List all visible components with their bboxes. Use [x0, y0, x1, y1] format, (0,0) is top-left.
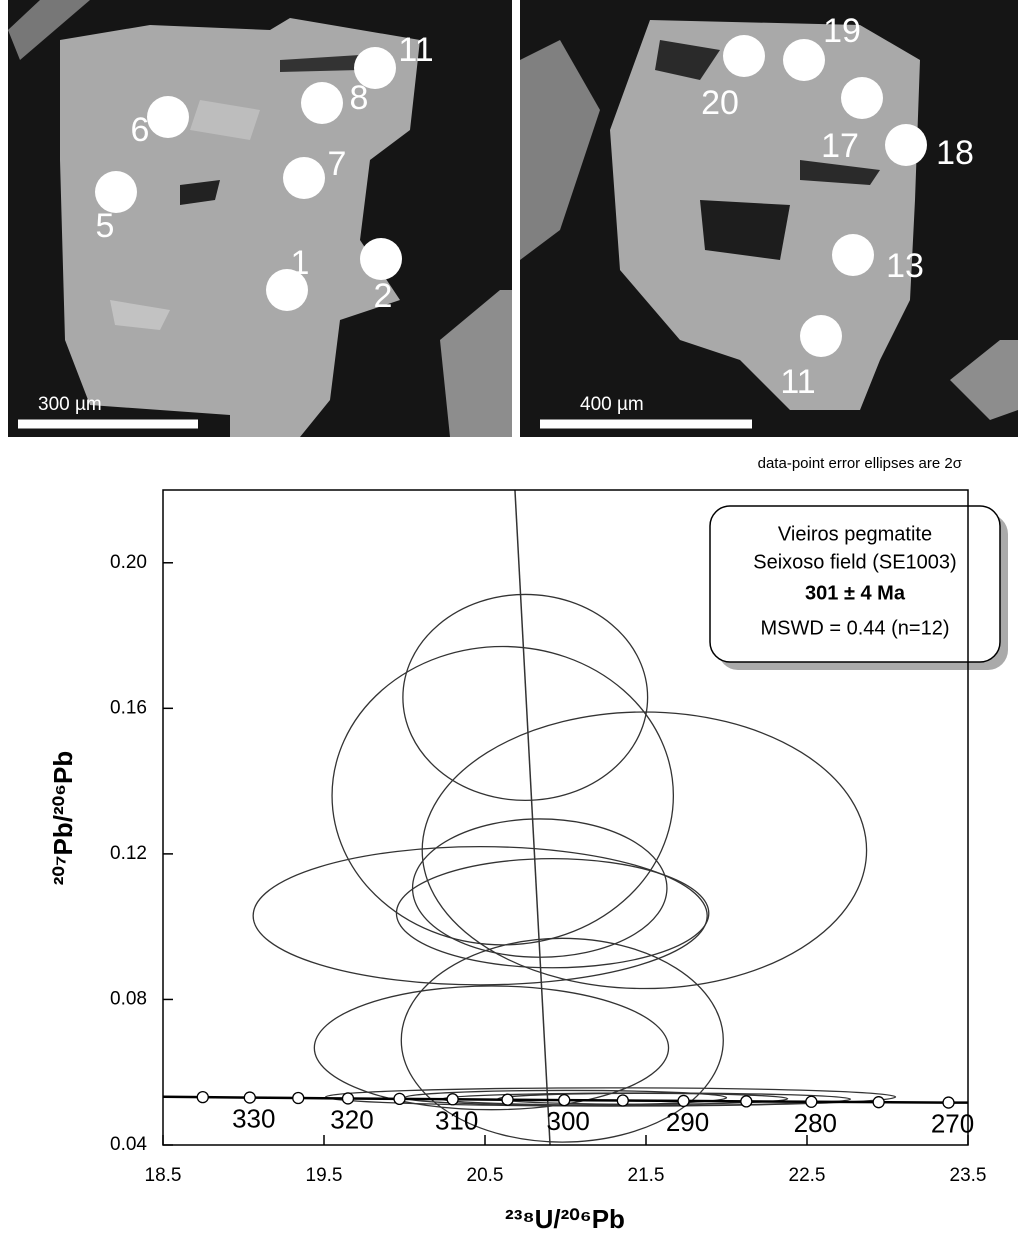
x-tick-label: 22.5 — [789, 1165, 826, 1186]
concordia-marker — [196, 1090, 209, 1104]
scale-bar-label: 400 µm — [580, 394, 644, 415]
age-label: 270 — [931, 1109, 974, 1139]
y-tick-label: 0.08 — [110, 988, 147, 1009]
x-tick-label: 23.5 — [950, 1165, 987, 1186]
error-ellipse — [411, 818, 668, 958]
y-tick-label: 0.16 — [110, 697, 147, 718]
x-tick-label: 18.5 — [145, 1165, 182, 1186]
spot-label: 19 — [823, 12, 861, 50]
age-label: 330 — [232, 1104, 275, 1134]
scale-bar-label: 300 µm — [38, 394, 102, 415]
legend-line: MSWD = 0.44 (n=12) — [761, 617, 950, 639]
concordia-marker — [341, 1092, 355, 1105]
legend-line: Seixoso field (SE1003) — [753, 551, 956, 573]
bse-image-right: 400 µm 20 19 17 18 13 11 — [520, 0, 1018, 437]
concordia-marker — [805, 1095, 818, 1108]
spot-label: 8 — [350, 79, 369, 117]
spot-label: 11 — [780, 363, 815, 401]
concordia-marker — [393, 1092, 406, 1106]
y-axis-label: ²⁰⁷Pb/²⁰⁶Pb — [48, 751, 78, 886]
age-label: 280 — [794, 1108, 837, 1138]
concordia-marker — [616, 1094, 629, 1107]
concordia-curve — [202, 1095, 949, 1104]
concordia-marker — [292, 1091, 305, 1105]
spot-label: 5 — [96, 207, 115, 245]
concordia-marker — [446, 1093, 459, 1106]
error-ellipse — [252, 845, 708, 986]
y-tick-label: 0.12 — [110, 843, 147, 864]
spot-label: 13 — [886, 247, 924, 285]
error-ellipse — [313, 985, 670, 1111]
concordia-marker — [942, 1096, 955, 1109]
age-label: 320 — [330, 1104, 373, 1134]
spot-label: 20 — [701, 84, 739, 122]
error-ellipse — [402, 593, 649, 802]
spot-label: 7 — [328, 145, 347, 183]
concordia-marker — [243, 1091, 256, 1104]
concordia-marker — [872, 1096, 885, 1109]
legend-line: 301 ± 4 Ma — [805, 582, 906, 604]
age-label: 310 — [435, 1105, 478, 1135]
error-ellipse — [331, 645, 675, 946]
regression-line — [514, 490, 551, 1145]
x-tick-label: 19.5 — [306, 1165, 343, 1186]
spot-label: 1 — [291, 244, 310, 282]
legend-box: Vieiros pegmatite Seixoso field (SE1003)… — [709, 505, 1008, 670]
x-tick-label: 20.5 — [467, 1165, 504, 1186]
concordia-marker — [501, 1093, 514, 1106]
error-ellipse — [395, 857, 710, 969]
concordia-marker — [558, 1093, 571, 1107]
spot-label: 17 — [821, 127, 859, 165]
legend-line: Vieiros pegmatite — [778, 523, 932, 545]
plot — [163, 490, 968, 1145]
spot-label: 18 — [936, 134, 974, 172]
y-tick-label: 0.04 — [110, 1134, 147, 1155]
error-ellipse — [324, 1087, 897, 1107]
spot-label: 11 — [398, 31, 433, 69]
x-tick-label: 21.5 — [628, 1165, 665, 1186]
error-ellipse — [400, 937, 724, 1143]
concordia-marker — [677, 1094, 690, 1108]
note: data-point error ellipses are 2σ — [758, 455, 963, 472]
age-label: 290 — [666, 1107, 709, 1137]
error-ellipse — [421, 711, 868, 990]
bse-image-left: 300 µm 11 8 6 7 5 2 1 — [8, 0, 512, 437]
x-axis-label: ²³⁸U/²⁰⁶Pb — [505, 1204, 625, 1234]
spot-label: 6 — [131, 111, 150, 149]
concordia-marker — [740, 1095, 753, 1108]
spot-label: 2 — [374, 277, 393, 315]
y-tick-label: 0.20 — [110, 552, 147, 573]
plot-frame — [162, 489, 969, 1146]
age-label: 300 — [547, 1106, 590, 1136]
